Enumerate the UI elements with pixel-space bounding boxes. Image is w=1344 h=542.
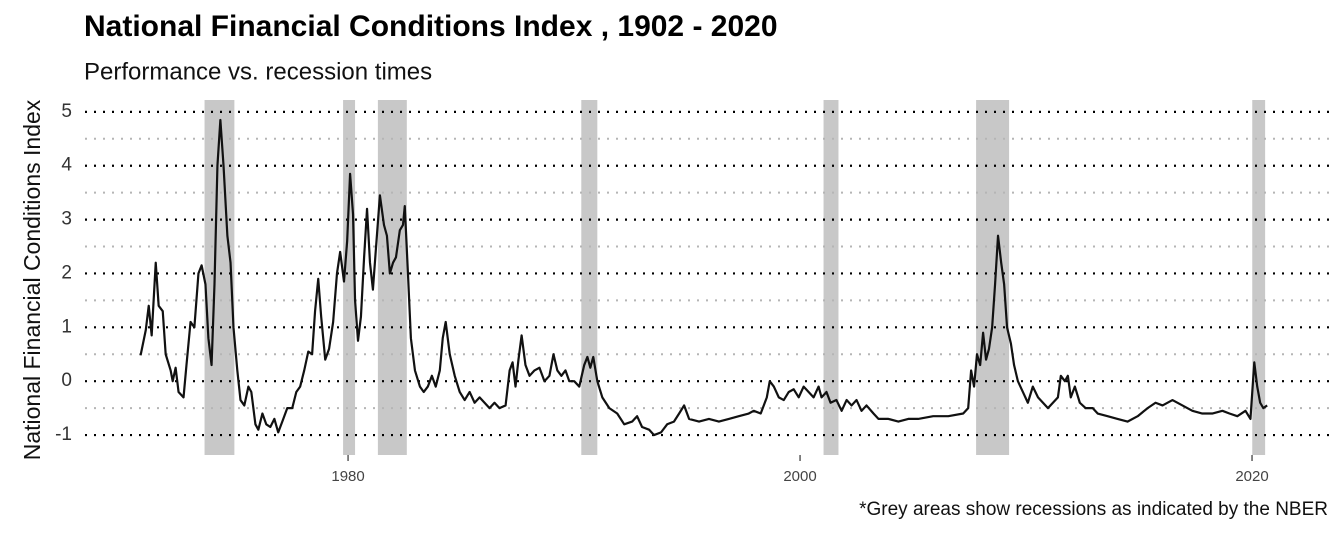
y-tick-label: 3 [61,209,72,230]
recession-band [377,100,407,455]
y-tick-label: 1 [61,316,72,337]
recession-band [581,100,598,455]
recession-band [343,100,356,455]
data-line [139,118,1268,437]
x-tick-label: 2020 [1235,468,1268,485]
recession-band [204,100,235,455]
x-tick-label: 2000 [783,468,816,485]
x-tick-label: 1980 [331,468,364,485]
y-tick-label: 4 [61,155,72,176]
y-tick-label: 2 [61,262,72,283]
y-axis-label: National Financial Conditions Index [19,99,45,460]
recession-band [823,100,839,455]
chart-subtitle: Performance vs. recession times [84,58,432,85]
y-tick-label: 0 [61,370,72,391]
caption: *Grey areas show recessions as indicated… [859,499,1328,520]
y-tick-label: -1 [55,424,72,445]
chart-title: National Financial Conditions Index , 19… [84,10,778,43]
y-tick-label: 5 [61,101,72,122]
recession-band [1252,100,1266,455]
